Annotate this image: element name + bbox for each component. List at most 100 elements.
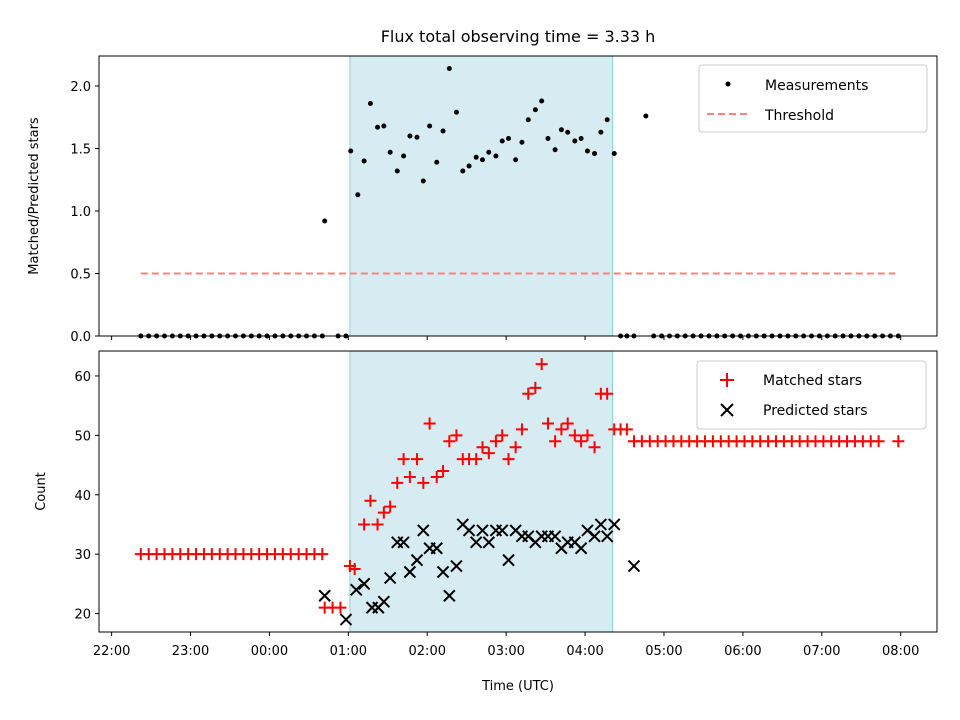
top-panel: 0.0 0.5 1.0 1.5 2.0 Flux total observing tim…: [27, 27, 938, 345]
bottom-panel: 20 30 40 50 60 22:00 23:00 00:00 01:00 02:00 03:0…: [34, 350, 938, 694]
matched-stars-point: [601, 387, 614, 400]
bottom-ytick-label: 50: [74, 429, 91, 444]
bottom-legend-box: [696, 360, 927, 430]
bottom-observing-window-shade: [349, 350, 614, 633]
top-axes-frame: [98, 55, 938, 337]
matched-stars-point: [391, 476, 404, 489]
matched-stars-point: [489, 435, 502, 448]
predicted-stars-point: [397, 536, 410, 549]
predicted-stars-point: [496, 524, 509, 537]
predicted-stars-point: [469, 536, 483, 549]
matched-stars-point: [872, 435, 885, 448]
measurement-point: [519, 139, 525, 145]
measurement-point: [479, 157, 485, 163]
top-y-axis-label: Matched/Predicted stars: [27, 117, 42, 275]
matched-stars-point: [476, 441, 489, 454]
bottom-plot-marks: [134, 358, 905, 626]
predicted-stars-point: [318, 589, 331, 602]
measurement-point: [578, 136, 584, 141]
matched-stars-point: [397, 453, 410, 466]
matched-stars-point: [417, 476, 430, 489]
matched-stars-point: [437, 465, 450, 478]
predicted-stars-point: [410, 553, 424, 567]
top-ytick-label: 0.0: [70, 330, 91, 345]
measurement-point: [552, 147, 558, 153]
measurement-point: [539, 98, 545, 104]
measurement-point: [506, 136, 512, 141]
bottom-xtick-label: 01:00: [330, 644, 367, 659]
matched-stars-point: [581, 429, 594, 442]
bottom-legend: Matched stars Predicted stars: [696, 360, 927, 430]
top-y-ticks: 0.0 0.5 1.0 1.5 2.0: [70, 80, 99, 345]
predicted-stars-point: [443, 589, 456, 602]
matched-stars-point: [443, 435, 456, 448]
legend-matched-marker: [720, 373, 734, 387]
matched-stars-point: [403, 470, 416, 483]
matched-stars-point: [377, 506, 390, 519]
matched-stars-point: [620, 423, 633, 436]
bottom-ytick-label: 40: [74, 489, 91, 504]
bottom-xtick-label: 07:00: [803, 644, 840, 659]
top-ytick-label: 1.5: [70, 143, 91, 158]
bottom-xtick-label: 03:00: [487, 644, 524, 659]
measurement-point: [499, 138, 505, 144]
predicted-stars-point: [482, 536, 496, 549]
matched-stars-point: [515, 423, 528, 436]
matched-stars-point: [470, 453, 483, 466]
measurement-point: [414, 134, 420, 140]
measurement-point: [394, 168, 400, 174]
predicted-stars-point: [476, 524, 489, 537]
matched-stars-point: [430, 470, 443, 483]
top-legend: Measurements Threshold: [698, 64, 928, 133]
predicted-stars-point: [548, 530, 562, 543]
bottom-y-axis-label: Count: [34, 472, 49, 511]
measurement-point: [453, 109, 459, 115]
measurement-point: [375, 124, 381, 130]
top-ytick-label: 0.5: [70, 268, 91, 283]
predicted-stars-point: [383, 571, 397, 585]
measurement-point: [565, 129, 571, 135]
matched-stars-point: [423, 417, 436, 430]
measurement-point: [407, 133, 413, 139]
matched-stars-point: [541, 417, 554, 430]
predicted-stars-point: [588, 530, 601, 543]
measurement-point: [367, 101, 373, 106]
legend-measurements-label: Measurements: [765, 78, 868, 94]
legend-predicted-marker: [720, 403, 734, 417]
matched-stars-point: [575, 435, 588, 448]
matched-stars-point: [410, 453, 423, 466]
bottom-xtick-label: 02:00: [409, 644, 446, 659]
measurement-point: [466, 163, 472, 169]
measurement-point: [611, 151, 617, 156]
predicted-stars-point: [502, 553, 515, 567]
measurement-point: [592, 151, 598, 156]
matched-stars-point: [496, 429, 509, 442]
predicted-stars-point: [627, 559, 641, 573]
predicted-stars-point: [574, 542, 588, 555]
predicted-stars-point: [339, 613, 353, 626]
measurement-point: [381, 123, 387, 129]
measurement-point: [558, 127, 564, 133]
measurement-point: [387, 149, 393, 155]
measurement-point: [401, 153, 407, 159]
bottom-y-ticks: 20 30 40 50 60: [74, 370, 99, 623]
bottom-x-ticks: 22:00 23:00 00:00 01:00 02:00 03:00 04:00 05:00…: [93, 632, 919, 659]
matched-stars-point: [588, 441, 601, 454]
matched-stars-point: [568, 429, 581, 442]
bottom-xtick-label: 22:00: [93, 644, 130, 659]
measurement-point: [598, 129, 604, 135]
bottom-xtick-label: 08:00: [882, 644, 919, 659]
matched-stars-point: [529, 381, 542, 394]
measurement-point: [643, 113, 649, 119]
matched-stars-point: [502, 453, 515, 466]
top-observing-window-shade: [349, 55, 614, 337]
measurement-point: [584, 148, 590, 154]
matched-stars-point: [892, 435, 905, 448]
matched-stars-point: [509, 441, 522, 454]
measurement-point: [446, 66, 452, 71]
bottom-ytick-label: 20: [74, 608, 91, 623]
measurement-point: [348, 148, 354, 154]
bottom-xtick-label: 23:00: [172, 644, 209, 659]
matched-stars-point: [535, 358, 548, 371]
